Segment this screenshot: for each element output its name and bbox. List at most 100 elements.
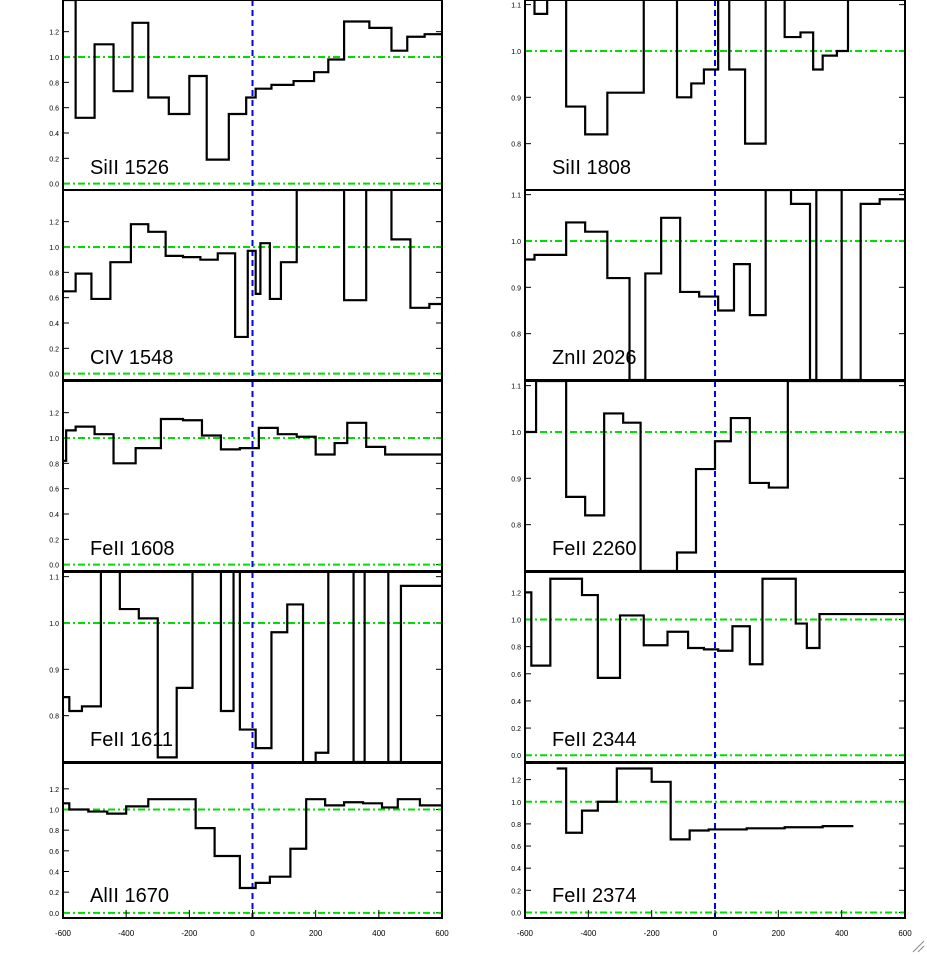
x-tick-label: -200 [644,929,661,938]
y-tick-label: 1.0 [511,239,521,246]
spectrum-line [525,381,905,571]
panel-label: AlII 1670 [90,885,169,907]
y-tick-label: 1.2 [49,30,59,37]
x-tick-label: -400 [118,929,135,938]
spectrum-line [63,190,442,339]
y-tick-label: 0.0 [511,753,521,760]
y-tick-label: 0.2 [49,156,59,163]
y-tick-label: 0.8 [511,142,521,149]
x-tick-label: -400 [580,929,597,938]
plot-area [63,0,442,190]
y-tick-label: 0.8 [49,461,59,468]
y-tick-label: 1.2 [49,411,59,418]
y-tick-label: 0.4 [49,131,59,138]
y-tick-label: 0.8 [511,523,521,530]
y-tick-label: 0.6 [511,844,521,851]
spectrum-panel: 0.8 0.9 1.0 1.1 ZnII 2026 [511,189,906,381]
x-tick-label: -600 [517,929,534,938]
y-tick-label: 0.6 [511,672,521,679]
y-tick-label: 0.8 [49,80,59,87]
y-tick-label: 1.0 [511,49,521,56]
x-tick-label: 600 [435,929,449,938]
plot-area [525,572,905,762]
x-tick-label: 600 [898,929,912,938]
y-tick-label: 0.2 [49,890,59,897]
plot-area [525,381,905,571]
y-tick-label: 0.6 [49,487,59,494]
y-tick-label: 0.6 [49,296,59,303]
y-tick-label: 1.0 [49,808,59,815]
spectrum-line [525,577,905,679]
y-tick-label: 0.4 [49,321,59,328]
y-tick-label: 0.2 [511,888,521,895]
spectrum-panel: 0.8 0.9 1.0 1.1 SiII 1808 [511,0,906,191]
y-tick-label: 0.2 [49,346,59,353]
y-tick-label: 0.0 [49,911,59,918]
x-tick-label: 200 [309,929,323,938]
panel-label: SiII 1808 [552,157,631,179]
panel-label: FeII 1611 [90,729,173,751]
y-tick-label: 1.0 [511,800,521,807]
spectrum-line [525,190,905,380]
spectrum-panel: 0.0 0.2 0.4 0.6 0.8 1.0 1.2 FeII 2344 [511,571,906,763]
y-tick-label: 0.0 [49,563,59,570]
y-tick-label: 0.8 [49,828,59,835]
spectrum-panel: 0.0 0.2 0.4 0.6 0.8 1.0 1.2 AlII 1670 [49,762,443,919]
y-tick-label: 1.1 [49,575,59,582]
y-tick-label: 1.2 [49,787,59,794]
panel-label: FeII 2344 [552,729,637,751]
x-tick-label: 0 [713,929,718,938]
spectrum-line [533,0,850,145]
plot-area [525,0,905,190]
panel-label: ZnII 2026 [552,347,637,369]
y-tick-label: 1.0 [49,436,59,443]
panel-label: CIV 1548 [90,347,173,369]
spectrum-line [63,798,442,890]
spectrum-panel: 0.0 0.2 0.4 0.6 0.8 1.0 1.2 CIV 1548 [49,189,443,381]
panel-label: FeII 1608 [90,538,175,560]
y-tick-label: 0.9 [511,285,521,292]
y-tick-label: 1.2 [49,220,59,227]
plot-area [63,572,442,762]
y-tick-label: 1.1 [511,193,521,200]
spectrum-panel: 0.8 0.9 1.0 1.1 FeII 1611 [49,571,443,763]
plot-area [63,190,442,380]
y-tick-label: 1.0 [49,245,59,252]
y-tick-label: 1.2 [511,778,521,785]
x-tick-label: -200 [181,929,198,938]
y-tick-label: 0.8 [511,645,521,652]
y-tick-label: 0.0 [511,910,521,917]
x-tick-label: -600 [55,929,72,938]
y-tick-label: 0.4 [511,699,521,706]
spectrum-line [63,572,442,762]
spectrum-panel: 0.0 0.2 0.4 0.6 0.8 1.0 1.2 SiII 1526 [49,0,443,191]
x-tick-label: 0 [250,929,255,938]
panel-label: SiII 1526 [90,157,169,179]
y-tick-label: 1.1 [511,3,521,10]
y-tick-label: 0.6 [49,849,59,856]
y-tick-label: 0.0 [49,372,59,379]
y-tick-label: 0.4 [511,866,521,873]
x-tick-label: 400 [835,929,849,938]
y-tick-label: 0.2 [49,537,59,544]
y-tick-label: 0.8 [49,714,59,721]
y-tick-label: 0.4 [49,512,59,519]
y-tick-label: 0.8 [49,270,59,277]
spectrum-panel: 0.8 0.9 1.0 1.1 FeII 2260 [511,380,906,572]
y-tick-label: 0.9 [49,667,59,674]
x-tick-label: 400 [372,929,386,938]
y-tick-label: 0.6 [49,106,59,113]
resize-grip-icon[interactable] [911,939,925,953]
y-tick-label: 0.2 [511,726,521,733]
y-tick-label: 1.2 [511,590,521,597]
plot-area [525,190,905,380]
spectrum-panel: 0.0 0.2 0.4 0.6 0.8 1.0 1.2 FeII 1608 [49,380,443,572]
y-tick-label: 0.0 [49,182,59,189]
spectrum-line [63,0,442,161]
panel-label: FeII 2260 [552,538,637,560]
y-tick-label: 0.8 [511,332,521,339]
y-tick-label: 0.4 [49,870,59,877]
x-axis-layer: -600 -400 -200 0 200 400 600 -600 -400 -200 0 200 40… [55,910,912,938]
